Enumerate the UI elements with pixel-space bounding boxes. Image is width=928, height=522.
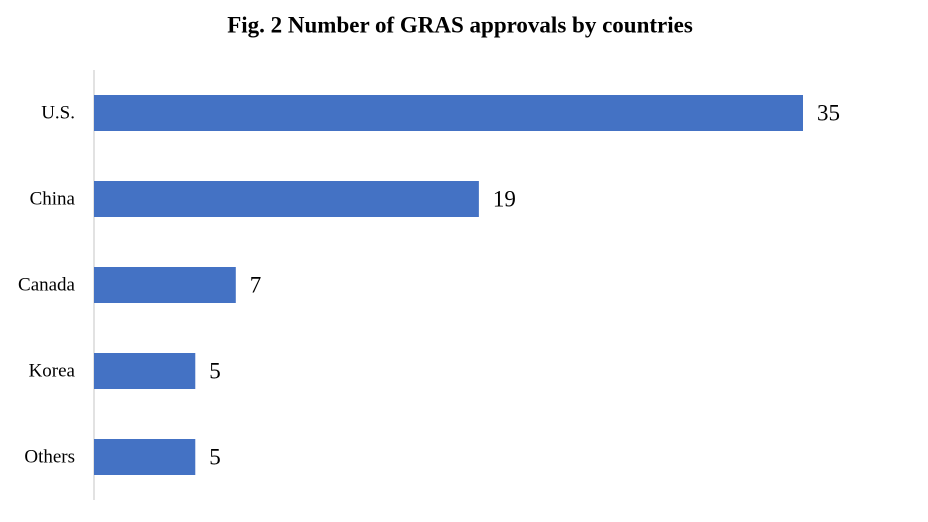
bar: [94, 439, 196, 475]
bar: [94, 353, 196, 389]
bar: [94, 267, 236, 303]
y-tick-label: Canada: [18, 274, 76, 295]
bar: [94, 181, 479, 217]
bar: [94, 95, 803, 131]
y-tick-label: China: [30, 188, 76, 209]
value-label: 35: [817, 100, 840, 125]
y-tick-label: Korea: [29, 360, 76, 381]
y-tick-label: Others: [24, 446, 75, 467]
value-label: 5: [209, 358, 221, 383]
value-label: 19: [493, 186, 516, 211]
value-label: 5: [209, 444, 221, 469]
value-label: 7: [250, 272, 261, 297]
y-tick-label: U.S.: [41, 102, 75, 123]
chart-title: Fig. 2 Number of GRAS approvals by count…: [227, 12, 693, 37]
